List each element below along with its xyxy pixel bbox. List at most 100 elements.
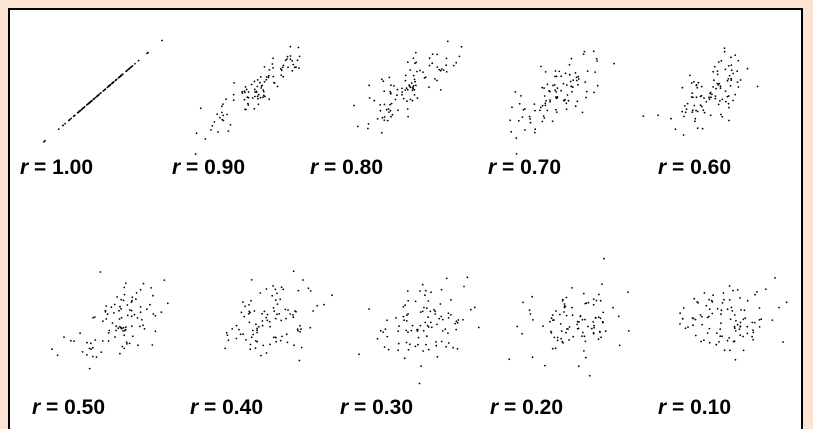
scatter-point bbox=[97, 93, 100, 96]
scatter-point bbox=[568, 74, 571, 76]
scatter-point bbox=[113, 312, 115, 314]
scatter-point bbox=[253, 88, 256, 91]
scatter-point bbox=[416, 70, 418, 73]
scatter-point bbox=[439, 303, 442, 305]
scatter-point bbox=[733, 325, 736, 328]
scatter-point bbox=[440, 68, 443, 70]
scatter-point bbox=[613, 62, 615, 65]
scatter-point bbox=[112, 81, 114, 84]
scatter-point bbox=[274, 336, 277, 339]
scatter-point bbox=[280, 69, 283, 72]
scatter-point bbox=[393, 85, 395, 87]
scatter-point bbox=[521, 332, 523, 335]
scatter-point bbox=[728, 74, 731, 77]
scatter-point bbox=[298, 359, 301, 362]
scatter-point bbox=[455, 320, 458, 323]
scatter-point bbox=[711, 93, 713, 96]
scatter-point bbox=[259, 81, 261, 84]
scatter-point bbox=[602, 321, 604, 324]
scatter-point bbox=[531, 295, 534, 298]
scatter-point bbox=[69, 118, 71, 121]
scatter-point bbox=[421, 283, 424, 286]
correlation-value: = 0.90 bbox=[180, 156, 245, 179]
scatter-point bbox=[729, 84, 732, 87]
scatter-point bbox=[563, 303, 566, 305]
scatter-point bbox=[681, 318, 684, 320]
scatter-point bbox=[282, 64, 285, 67]
scatter-point bbox=[679, 323, 681, 325]
scatter-point bbox=[559, 313, 561, 316]
scatter-point bbox=[427, 316, 430, 319]
scatter-point bbox=[703, 97, 705, 99]
scatter-point bbox=[571, 287, 573, 289]
scatter-point bbox=[383, 103, 386, 106]
scatter-point bbox=[422, 350, 424, 352]
scatter-point bbox=[434, 313, 437, 315]
scatter-point bbox=[444, 328, 447, 331]
scatter-point bbox=[407, 313, 409, 315]
correlation-value: = 0.60 bbox=[666, 156, 731, 179]
scatter-point bbox=[728, 119, 730, 122]
scatter-point bbox=[221, 118, 224, 121]
scatter-point bbox=[595, 299, 598, 302]
scatter-point bbox=[565, 314, 568, 317]
scatter-point bbox=[682, 134, 685, 136]
scatter-point bbox=[700, 85, 703, 88]
scatter-point bbox=[255, 90, 258, 93]
scatter-point bbox=[592, 331, 595, 334]
scatter-point bbox=[263, 310, 266, 313]
scatter-point bbox=[584, 356, 587, 359]
scatter-point bbox=[436, 53, 438, 56]
scatter-point bbox=[412, 85, 415, 87]
scatter-point bbox=[368, 308, 370, 310]
scatter-point bbox=[245, 88, 248, 91]
scatter-point bbox=[758, 319, 761, 321]
scatter-point bbox=[549, 99, 551, 101]
scatter-point bbox=[416, 97, 419, 100]
scatter-point bbox=[528, 309, 531, 312]
scatter-point bbox=[113, 303, 116, 306]
scatter-point bbox=[785, 301, 788, 304]
scatter-point bbox=[568, 64, 571, 66]
scatter-point bbox=[679, 312, 681, 315]
scatter-point bbox=[581, 331, 584, 334]
scatter-point bbox=[368, 97, 371, 99]
scatter-point bbox=[708, 308, 711, 311]
scatter-point bbox=[579, 315, 582, 317]
scatter-point bbox=[136, 317, 139, 319]
scatter-point bbox=[715, 343, 718, 346]
scatter-point bbox=[279, 339, 282, 342]
scatter-plot bbox=[51, 271, 169, 370]
scatter-point bbox=[256, 340, 259, 343]
scatter-point bbox=[263, 80, 266, 83]
scatter-point bbox=[428, 64, 431, 67]
scatter-point bbox=[217, 131, 219, 133]
scatter-plot bbox=[679, 277, 788, 361]
scatter-point bbox=[86, 104, 88, 106]
scatter-point bbox=[114, 79, 117, 82]
scatter-point bbox=[600, 336, 602, 339]
scatter-point bbox=[256, 331, 258, 334]
scatter-point bbox=[89, 342, 92, 345]
scatter-point bbox=[262, 94, 265, 97]
scatter-point bbox=[120, 298, 123, 301]
scatter-point bbox=[101, 340, 104, 342]
scatter-point bbox=[131, 65, 134, 67]
scatter-point bbox=[756, 85, 759, 88]
scatter-point bbox=[280, 319, 283, 322]
scatter-point bbox=[137, 344, 139, 347]
scatter-point bbox=[555, 108, 557, 111]
scatter-point bbox=[289, 313, 292, 315]
scatter-point bbox=[428, 86, 430, 89]
scatter-point bbox=[289, 55, 292, 57]
correlation-label: r = 0.70 bbox=[488, 156, 561, 180]
scatter-point bbox=[436, 79, 438, 82]
scatter-point bbox=[710, 96, 712, 99]
scatter-point bbox=[720, 322, 722, 324]
scatter-point bbox=[115, 329, 117, 332]
scatter-point bbox=[131, 296, 134, 299]
scatter-point bbox=[76, 111, 79, 114]
correlation-symbol: r bbox=[340, 396, 349, 419]
scatter-point bbox=[285, 317, 287, 320]
scatter-point bbox=[550, 317, 553, 320]
